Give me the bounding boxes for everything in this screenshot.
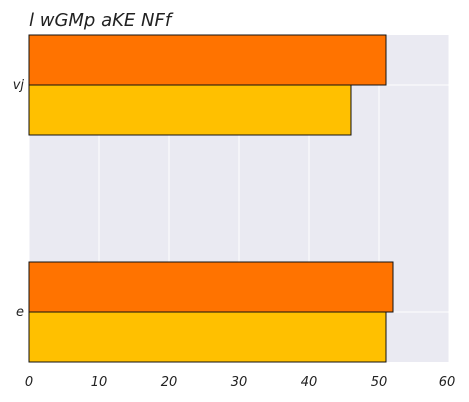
bars bbox=[28, 34, 394, 363]
x-tick-label-2: 20 bbox=[161, 375, 178, 390]
chart-title: l wGMp aKE NFf bbox=[29, 10, 174, 31]
x-tick-label-1: 10 bbox=[91, 375, 108, 390]
x-axis-ticks: 0 10 20 30 40 50 60 bbox=[25, 375, 455, 390]
y-tick-label-0: vj bbox=[13, 78, 25, 93]
bar-vj-series-1 bbox=[28, 84, 352, 136]
x-tick-label-4: 40 bbox=[301, 375, 318, 390]
x-tick-label-5: 50 bbox=[371, 375, 388, 390]
bar-e-series-1 bbox=[28, 311, 387, 363]
y-tick-label-1: e bbox=[16, 305, 24, 320]
bar-vj-series-0 bbox=[28, 34, 387, 86]
x-tick-label-0: 0 bbox=[25, 375, 33, 390]
x-tick-label-6: 60 bbox=[439, 375, 456, 390]
bar-e-series-0 bbox=[28, 261, 394, 313]
x-tick-label-3: 30 bbox=[231, 375, 248, 390]
y-axis-ticks: vj e bbox=[13, 78, 25, 320]
